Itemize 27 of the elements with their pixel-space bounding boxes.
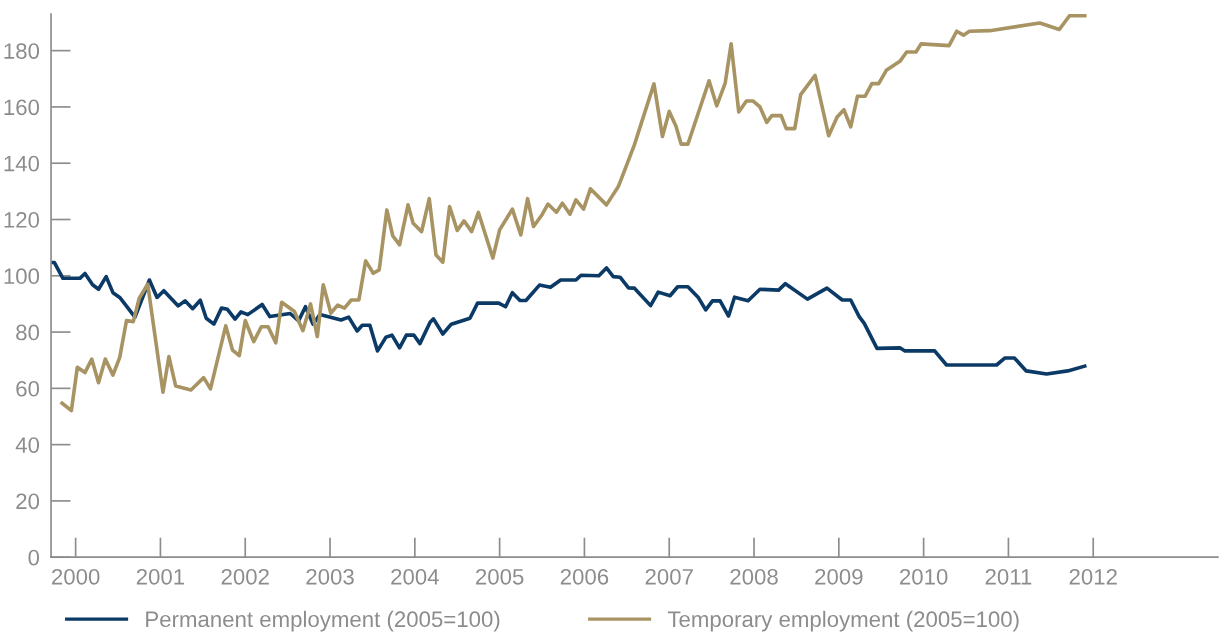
- x-tick-label: 2006: [560, 568, 609, 585]
- legend-label: Temporary employment (2005=100): [667, 610, 1019, 632]
- x-tick-label: 2005: [476, 568, 524, 585]
- x-tick-label: 2004: [391, 568, 439, 585]
- x-tick-label: 2002: [221, 568, 269, 585]
- y-tick-label: 180: [4, 43, 40, 59]
- x-tick-label: 2011: [985, 568, 1032, 585]
- x-tick-label: 2007: [645, 568, 693, 585]
- x-tick-label: 2003: [306, 568, 354, 585]
- y-tick-label: 60: [16, 380, 40, 397]
- x-tick-label: 2001: [136, 568, 185, 585]
- y-tick-label: 0: [28, 549, 40, 566]
- y-tick-label: 20: [16, 493, 40, 510]
- y-tick-label: 140: [4, 155, 40, 172]
- y-tick-label: 40: [15, 437, 40, 453]
- x-tick-label: 2010: [900, 568, 948, 585]
- x-tick-label: 2012: [1069, 568, 1117, 585]
- line-series: [60, 14, 1087, 413]
- y-tick-label: 120: [4, 212, 40, 228]
- legend-label: Permanent employment (2005=100): [146, 610, 500, 632]
- x-tick-label: 2008: [730, 568, 778, 585]
- y-tick-label: 80: [16, 324, 40, 341]
- y-tick-label: 100: [4, 268, 40, 285]
- x-tick-label: 2000: [52, 568, 100, 585]
- x-tick-label: 2009: [815, 568, 863, 585]
- y-tick-label: 160: [4, 99, 40, 116]
- line-series: [51, 260, 1087, 376]
